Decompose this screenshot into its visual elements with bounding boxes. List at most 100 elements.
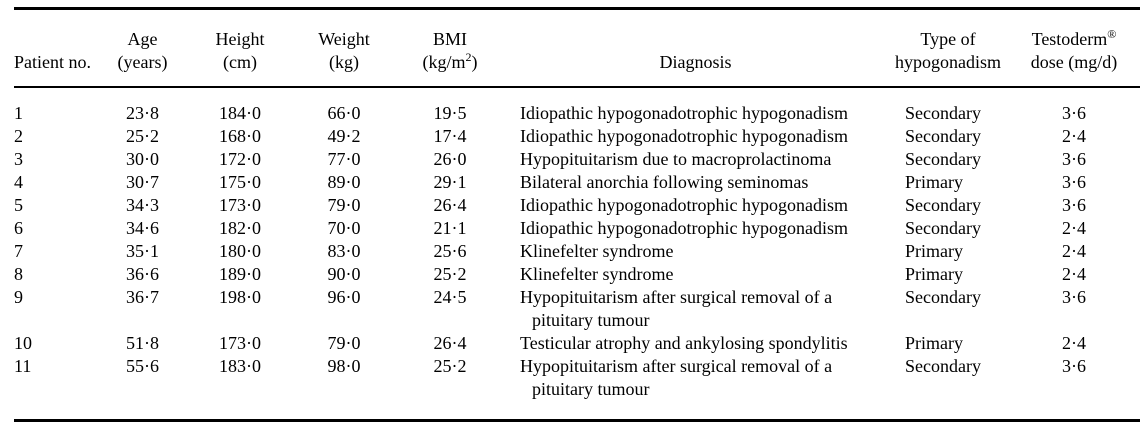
cell-age: 35·1: [126, 241, 159, 261]
header-unit: dose (mg/d): [1030, 52, 1118, 72]
cell-age: 30·7: [126, 172, 159, 192]
cell-type: Primary: [905, 264, 963, 284]
cell-type: Secondary: [905, 103, 981, 123]
patient-characteristics-table: Patient no. Age (years) Height (cm) Weig…: [14, 7, 1140, 422]
column-header-bmi: BMI (kg/m2): [397, 8, 503, 88]
header-unit: (kg/m2): [422, 50, 478, 72]
cell-dose: 2·4: [1062, 218, 1086, 238]
cell-diagnosis: Idiopathic hypogonadotrophic hypogonadis…: [520, 126, 848, 146]
cell-age: 36·6: [126, 264, 159, 284]
table-row: 9 36·7 198·0 96·0 24·5 Hypopituitarism a…: [14, 286, 1140, 332]
cell-diagnosis: Hypopituitarism after surgical removal o…: [520, 356, 833, 399]
table-row: 6 34·6 182·0 70·0 21·1 Idiopathic hypogo…: [14, 217, 1140, 240]
cell-type: Primary: [905, 333, 963, 353]
cell-diagnosis: Idiopathic hypogonadotrophic hypogonadis…: [520, 103, 848, 123]
cell-bmi: 25·6: [433, 241, 467, 261]
table-row: 7 35·1 180·0 83·0 25·6 Klinefelter syndr…: [14, 240, 1140, 263]
header-label: Age: [127, 29, 158, 49]
cell-age: 23·8: [126, 103, 159, 123]
cell-bmi: 26·4: [433, 333, 467, 353]
header-label: BMI: [432, 29, 467, 49]
cell-dose: 2·4: [1062, 264, 1086, 284]
cell-height: 172·0: [219, 149, 261, 169]
cell-age: 55·6: [126, 356, 159, 376]
table-row: 1 23·8 184·0 66·0 19·5 Idiopathic hypogo…: [14, 87, 1140, 125]
cell-height: 184·0: [219, 103, 261, 123]
cell-dose: 3·6: [1062, 195, 1086, 215]
cell-type: Primary: [905, 241, 963, 261]
header-label: Diagnosis: [659, 52, 732, 72]
cell-diagnosis: Idiopathic hypogonadotrophic hypogonadis…: [520, 195, 848, 215]
column-header-type-of-hypogonadism: Type of hypogonadism: [888, 8, 1008, 88]
table-row: 2 25·2 168·0 49·2 17·4 Idiopathic hypogo…: [14, 125, 1140, 148]
cell-height: 198·0: [219, 287, 261, 307]
cell-age: 34·6: [126, 218, 159, 238]
cell-height: 175·0: [219, 172, 261, 192]
cell-height: 173·0: [219, 333, 261, 353]
table-row: 5 34·3 173·0 79·0 26·4 Idiopathic hypogo…: [14, 194, 1140, 217]
column-header-patient-no: Patient no.: [14, 8, 96, 88]
cell-type: Secondary: [905, 126, 981, 146]
cell-height: 168·0: [219, 126, 261, 146]
cell-height: 183·0: [219, 356, 261, 376]
cell-dose: 3·6: [1062, 172, 1086, 192]
cell-diagnosis: Bilateral anorchia following seminomas: [520, 172, 809, 192]
header-label: Type of: [920, 29, 976, 49]
table-row: 11 55·6 183·0 98·0 25·2 Hypopituitarism …: [14, 355, 1140, 421]
cell-diagnosis: Testicular atrophy and ankylosing spondy…: [520, 333, 848, 353]
paper-page: Patient no. Age (years) Height (cm) Weig…: [0, 7, 1147, 447]
cell-dose: 3·6: [1062, 287, 1086, 307]
cell-weight: 49·2: [327, 126, 361, 146]
table-row: 4 30·7 175·0 89·0 29·1 Bilateral anorchi…: [14, 171, 1140, 194]
cell-weight: 70·0: [327, 218, 361, 238]
cell-height: 189·0: [219, 264, 261, 284]
superscript-2: 2: [465, 50, 472, 64]
cell-diagnosis: Klinefelter syndrome: [520, 264, 674, 284]
cell-bmi: 26·0: [433, 149, 467, 169]
cell-type: Secondary: [905, 356, 981, 376]
cell-patient-no: 4: [14, 172, 23, 192]
cell-weight: 66·0: [327, 103, 361, 123]
cell-dose: 3·6: [1062, 149, 1086, 169]
cell-type: Primary: [905, 172, 963, 192]
cell-height: 180·0: [219, 241, 261, 261]
cell-height: 173·0: [219, 195, 261, 215]
header-unit: (years): [117, 52, 168, 72]
header-label: hypogonadism: [895, 52, 1001, 72]
cell-bmi: 29·1: [433, 172, 467, 192]
cell-bmi: 17·4: [433, 126, 467, 146]
header-label: Weight: [318, 29, 370, 49]
cell-bmi: 25·2: [433, 264, 467, 284]
cell-age: 30·0: [126, 149, 159, 169]
cell-type: Secondary: [905, 218, 981, 238]
cell-bmi: 24·5: [433, 287, 467, 307]
header-row: Patient no. Age (years) Height (cm) Weig…: [14, 8, 1140, 88]
cell-patient-no: 5: [14, 195, 23, 215]
cell-patient-no: 7: [14, 241, 23, 261]
cell-dose: 3·6: [1062, 103, 1086, 123]
cell-patient-no: 6: [14, 218, 23, 238]
header-label: Patient no.: [14, 52, 91, 72]
cell-dose: 2·4: [1062, 126, 1086, 146]
column-header-testoderm-dose: Testoderm® dose (mg/d): [1008, 8, 1140, 88]
cell-bmi: 19·5: [433, 103, 467, 123]
cell-age: 34·3: [126, 195, 159, 215]
table-row: 3 30·0 172·0 77·0 26·0 Hypopituitarism d…: [14, 148, 1140, 171]
column-header-height: Height (cm): [189, 8, 291, 88]
cell-type: Secondary: [905, 195, 981, 215]
cell-patient-no: 9: [14, 287, 23, 307]
cell-dose: 2·4: [1062, 241, 1086, 261]
cell-patient-no: 3: [14, 149, 23, 169]
cell-weight: 79·0: [327, 195, 361, 215]
table-header: Patient no. Age (years) Height (cm) Weig…: [14, 8, 1140, 88]
cell-diagnosis: Hypopituitarism after surgical removal o…: [520, 287, 833, 330]
cell-weight: 77·0: [327, 149, 361, 169]
cell-weight: 79·0: [327, 333, 361, 353]
cell-dose: 3·6: [1062, 356, 1086, 376]
cell-bmi: 25·2: [433, 356, 467, 376]
cell-age: 36·7: [126, 287, 159, 307]
cell-age: 25·2: [126, 126, 159, 146]
cell-weight: 90·0: [327, 264, 361, 284]
cell-height: 182·0: [219, 218, 261, 238]
cell-patient-no: 2: [14, 126, 23, 146]
